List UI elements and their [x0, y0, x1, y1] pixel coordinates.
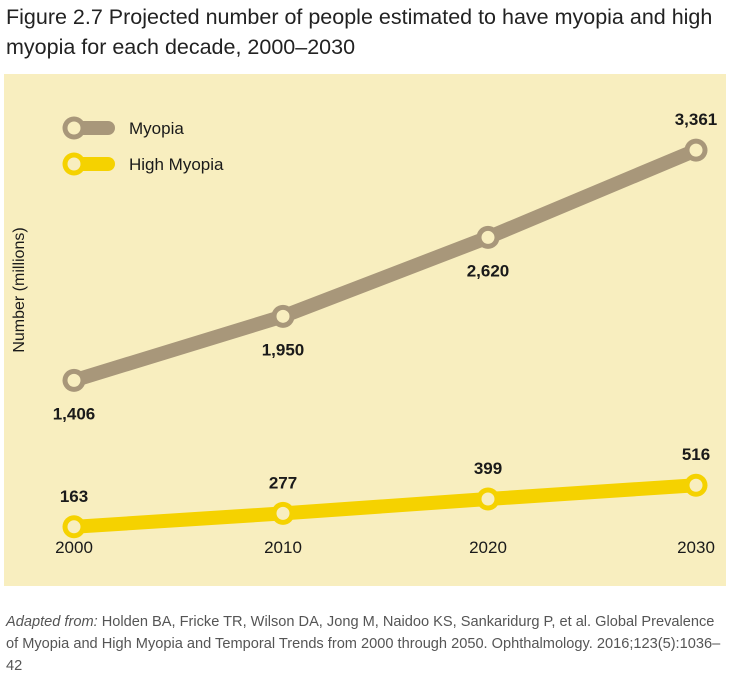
source-text: Holden BA, Fricke TR, Wilson DA, Jong M,…: [6, 614, 721, 674]
y-axis-label: Number (millions): [11, 227, 28, 352]
myopia-marker-hole-2000: [67, 373, 81, 387]
myopia-line: [67, 143, 703, 388]
legend-item-myopia: Myopia: [62, 116, 184, 140]
series-high-myopia: 163 277 399 516: [60, 445, 710, 539]
myopia-marker-hole-2010: [276, 309, 290, 323]
legend-label-high-myopia: High Myopia: [129, 155, 224, 174]
high-myopia-data-label-2020: 399: [474, 459, 502, 478]
x-tick-label-2000: 2000: [55, 538, 93, 557]
legend: Myopia High Myopia: [62, 116, 224, 176]
myopia-data-label-2020: 2,620: [467, 261, 510, 280]
series-layer: 1,406 1,950 2,620 3,361 163 277 399 516: [53, 110, 718, 539]
source-citation: Adapted from: Holden BA, Fricke TR, Wils…: [6, 611, 724, 677]
myopia-data-label-2010: 1,950: [262, 340, 305, 359]
x-axis-ticks: 2000 2010 2020 2030: [55, 538, 715, 557]
high-myopia-marker-hole-2010: [276, 506, 290, 520]
legend-label-myopia: Myopia: [129, 119, 184, 138]
source-prefix: Adapted from:: [6, 614, 98, 630]
high-myopia-line: [67, 478, 703, 534]
myopia-data-label-2030: 3,361: [675, 110, 718, 129]
high-myopia-marker-hole-2000: [67, 520, 81, 534]
high-myopia-data-label-2030: 516: [682, 445, 710, 464]
line-chart: Myopia High Myopia Number (millions) 1,40…: [4, 74, 726, 586]
legend-marker-hole-high-myopia: [67, 157, 81, 171]
series-myopia: 1,406 1,950 2,620 3,361: [53, 110, 718, 423]
x-tick-label-2010: 2010: [264, 538, 302, 557]
legend-item-high-myopia: High Myopia: [62, 152, 224, 176]
myopia-data-label-2000: 1,406: [53, 404, 96, 423]
figure-title: Figure 2.7 Projected number of people es…: [6, 5, 713, 59]
high-myopia-marker-hole-2030: [689, 478, 703, 492]
chart-panel: Myopia High Myopia Number (millions) 1,40…: [4, 74, 726, 586]
high-myopia-data-label-2010: 277: [269, 473, 297, 492]
myopia-marker-hole-2020: [481, 230, 495, 244]
x-tick-label-2030: 2030: [677, 538, 715, 557]
legend-marker-hole-myopia: [67, 121, 81, 135]
myopia-marker-hole-2030: [689, 143, 703, 157]
x-tick-label-2020: 2020: [469, 538, 507, 557]
high-myopia-data-label-2000: 163: [60, 487, 88, 506]
high-myopia-marker-hole-2020: [481, 492, 495, 506]
